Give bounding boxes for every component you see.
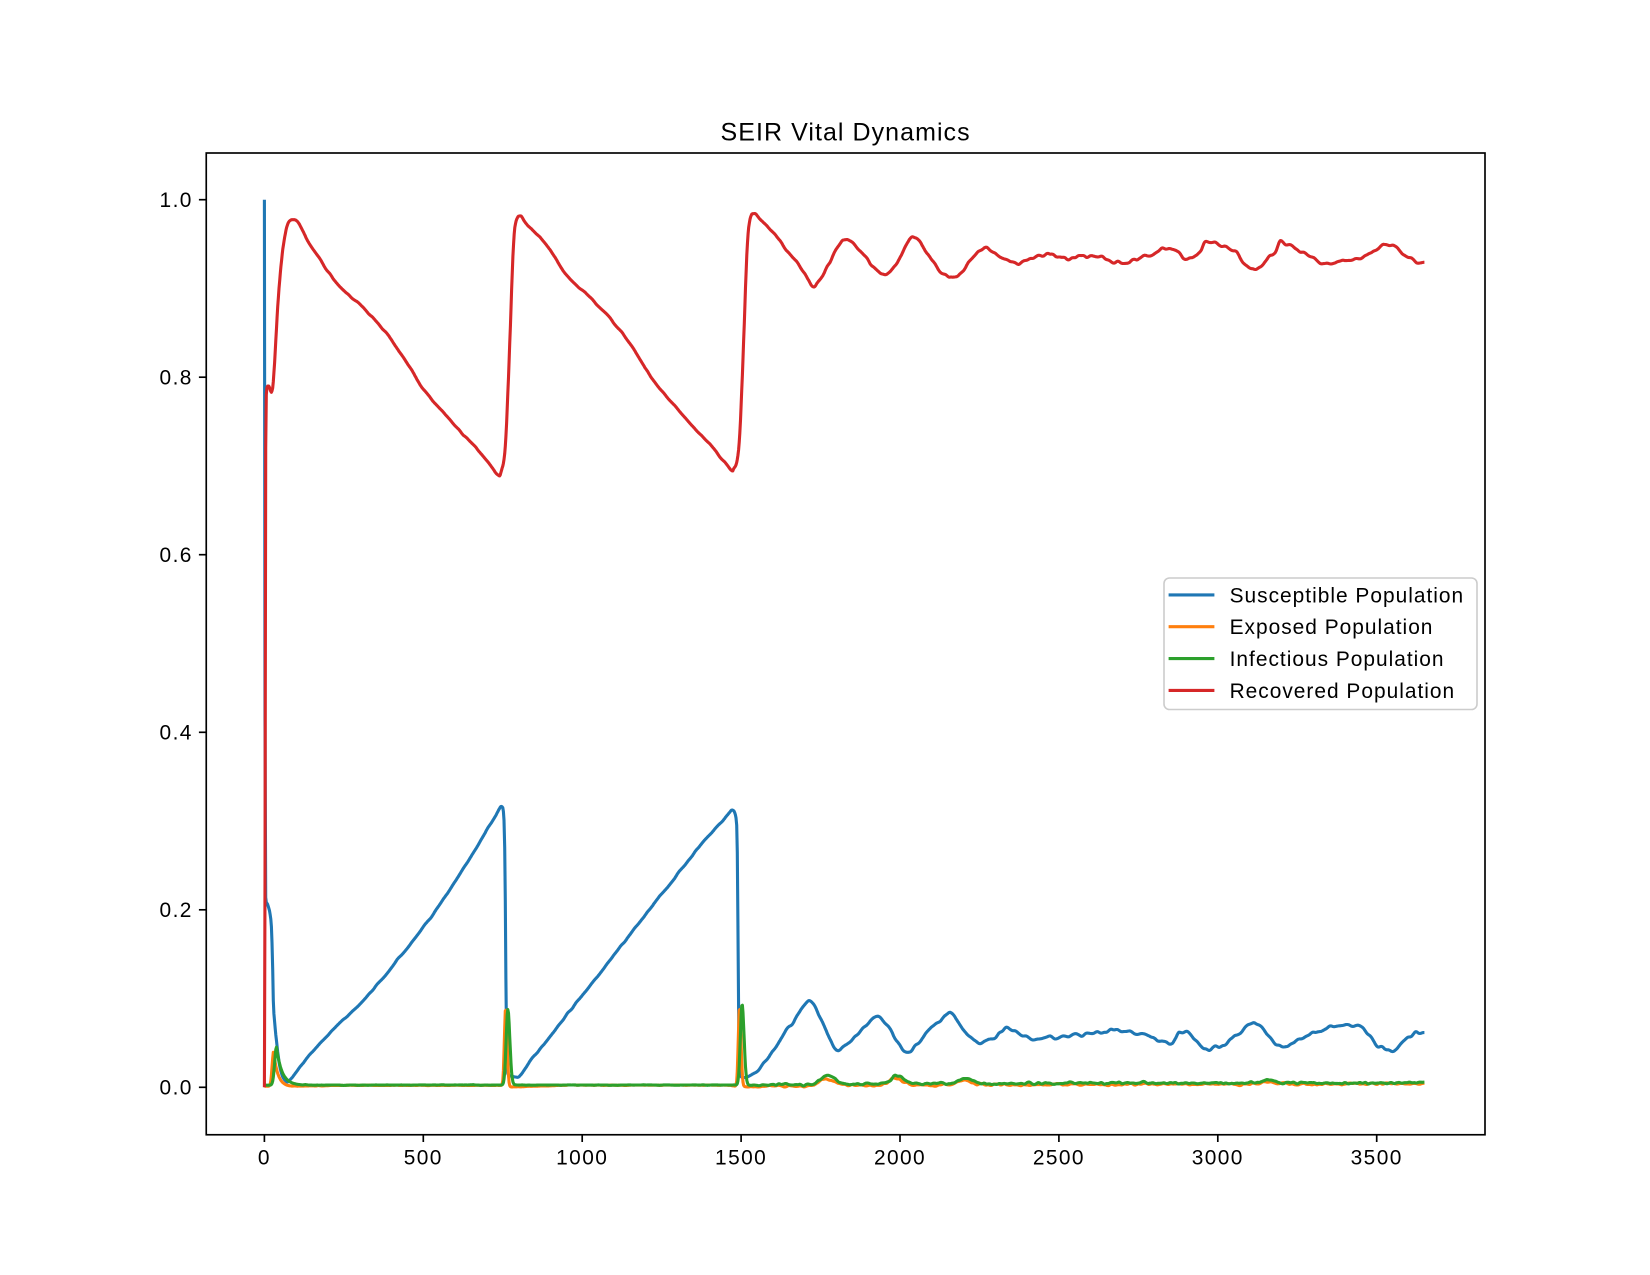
svg-text:Recovered Population: Recovered Population (1230, 680, 1456, 703)
svg-text:0.0: 0.0 (160, 1077, 193, 1100)
svg-text:1500: 1500 (715, 1147, 767, 1170)
svg-text:1000: 1000 (556, 1147, 608, 1170)
svg-text:0.6: 0.6 (160, 544, 193, 567)
svg-text:0.8: 0.8 (160, 367, 193, 390)
svg-text:Exposed Population: Exposed Population (1230, 616, 1434, 639)
svg-text:3500: 3500 (1351, 1147, 1403, 1170)
svg-text:0.2: 0.2 (160, 899, 193, 922)
svg-text:1.0: 1.0 (160, 189, 193, 212)
svg-text:2000: 2000 (874, 1147, 926, 1170)
svg-text:2500: 2500 (1033, 1147, 1085, 1170)
svg-text:Susceptible Population: Susceptible Population (1230, 584, 1465, 607)
svg-text:SEIR Vital Dynamics: SEIR Vital Dynamics (721, 119, 971, 147)
svg-text:500: 500 (404, 1147, 443, 1170)
svg-text:Infectious Population: Infectious Population (1230, 648, 1445, 671)
svg-text:3000: 3000 (1192, 1147, 1244, 1170)
svg-text:0: 0 (258, 1147, 271, 1170)
svg-text:0.4: 0.4 (160, 722, 193, 745)
